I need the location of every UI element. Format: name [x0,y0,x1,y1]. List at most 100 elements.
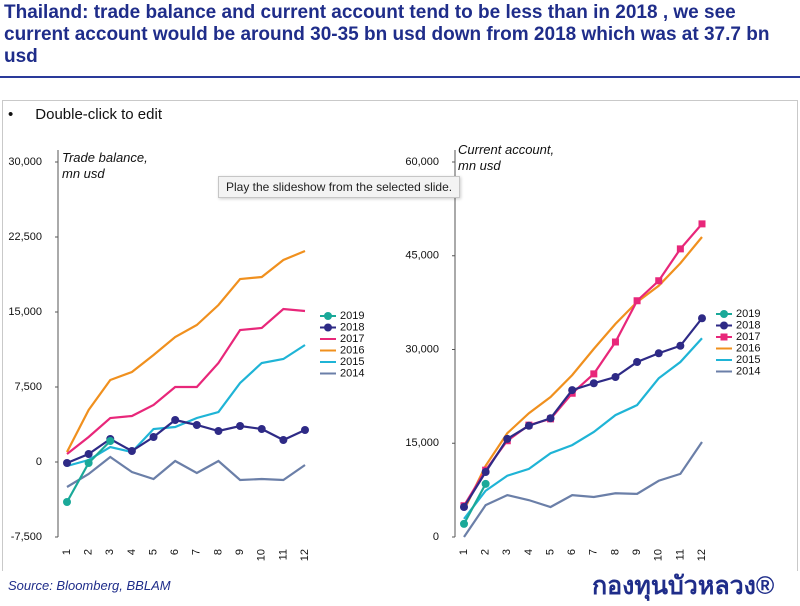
legend-label: 2017 [736,331,760,343]
tooltip: Play the slideshow from the selected sli… [218,176,461,198]
data-point [63,459,71,467]
legend-marker [324,312,332,320]
x-tick-label: 2 [83,549,95,555]
legend-label: 2014 [736,365,760,377]
x-tick-label: 3 [104,549,116,555]
x-tick-label: 8 [212,549,224,555]
x-tick-label: 11 [674,549,686,560]
axis-label: Current account, mn usd [458,142,568,174]
data-point [127,447,136,455]
series-line [463,223,703,507]
data-point [590,370,598,378]
x-tick-label: 7 [191,549,203,555]
data-point [633,358,642,366]
data-point [106,437,115,445]
legend-label: 2014 [340,367,364,379]
y-tick-label: 0 [36,456,42,468]
legend-label: 2017 [340,333,364,345]
legend-label: 2018 [340,321,364,333]
data-point [236,422,245,430]
data-point [676,341,685,350]
data-point [84,450,93,458]
data-point [633,297,641,305]
x-tick-label: 9 [631,549,643,555]
x-tick-label: 4 [126,549,138,555]
series-line [463,337,703,520]
legend-marker [324,323,332,332]
legend-label: 2015 [736,354,760,366]
x-tick-label: 6 [169,549,181,555]
data-point [192,421,201,429]
data-point [257,425,266,433]
legend-marker [720,321,728,330]
legend-marker [720,310,728,318]
text-placeholder[interactable] [2,100,798,571]
y-tick-label: 45,000 [405,250,439,262]
x-tick-label: 12 [299,549,311,561]
data-point [481,468,490,476]
y-tick-label: 22,500 [8,231,42,243]
series-line [463,441,703,538]
title-rule [0,76,800,78]
data-point [84,459,93,467]
data-point [546,414,555,423]
data-point [698,314,706,323]
series-line [66,307,306,455]
logo: กองทุนบัวหลวง® [592,572,775,600]
data-point [676,245,684,253]
y-tick-label: 15,000 [8,306,42,318]
y-tick-label: 0 [433,531,439,543]
series-line [66,455,306,488]
data-point [460,503,468,511]
data-point [698,220,706,228]
data-point [460,519,468,528]
data-point [611,373,620,381]
x-tick-label: 12 [696,549,708,561]
x-tick-label: 1 [61,549,73,555]
data-point [481,479,490,488]
x-tick-label: 8 [609,549,621,555]
y-tick-label: -7,500 [11,531,42,543]
legend-label: 2019 [736,308,760,320]
bullet-text[interactable]: Double-click to edit [8,106,162,123]
y-tick-label: 7,500 [14,381,42,393]
series-line [66,418,306,465]
series-line [463,483,487,525]
x-tick-label: 9 [234,549,246,555]
y-tick-label: 30,000 [405,343,439,355]
legend-label: 2019 [340,310,364,322]
x-tick-label: 10 [256,549,268,561]
series-line [66,249,306,453]
legend-label: 2016 [736,342,760,354]
legend-label: 2016 [340,344,364,356]
legend-label: 2015 [340,356,364,368]
axis-label: Trade balance, mn usd [62,150,162,182]
data-point [589,379,598,388]
x-tick-label: 11 [277,549,289,560]
x-tick-label: 5 [544,549,556,555]
y-tick-label: 60,000 [405,156,439,168]
legend-label: 2018 [736,319,760,331]
data-point [503,434,512,443]
data-point [63,498,71,506]
data-point [279,436,288,444]
data-point [149,433,158,441]
data-point [171,416,180,424]
data-point [655,277,663,285]
slide-title: Thailand: trade balance and current acco… [4,2,770,67]
data-point [214,427,223,435]
x-tick-label: 1 [458,549,470,555]
data-point [524,421,533,430]
x-tick-label: 3 [501,549,513,555]
data-point [654,349,663,358]
x-tick-label: 2 [480,549,492,555]
x-tick-label: 7 [588,549,600,555]
data-point [568,386,577,395]
legend-marker [720,333,728,341]
source-note: Source: Bloomberg, BBLAM [8,578,171,593]
x-tick-label: 4 [523,549,535,555]
data-point [611,338,619,346]
x-tick-label: 6 [566,549,578,555]
